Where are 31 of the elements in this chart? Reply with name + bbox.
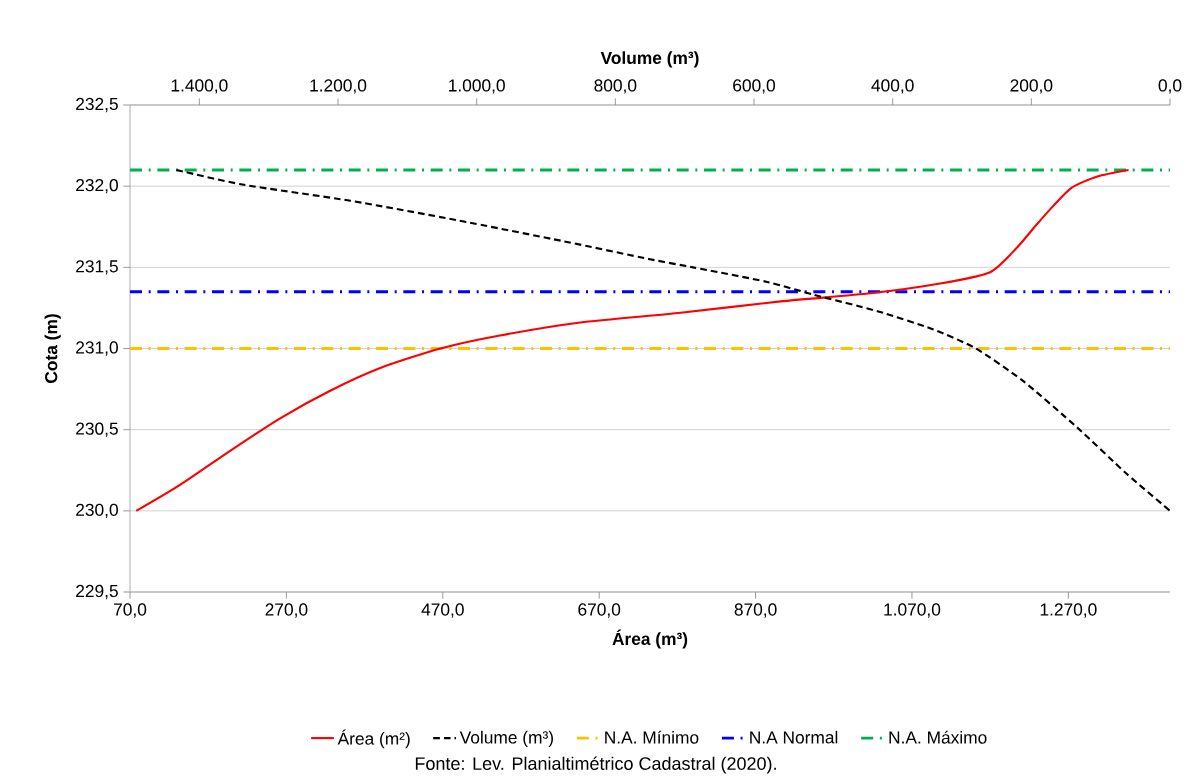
y-tick-label: 231,5 — [76, 260, 118, 275]
y-tick-label: 232,5 — [76, 97, 118, 113]
x2-tick-label: 600,0 — [733, 79, 776, 94]
x2-tick-label: 1.200,0 — [310, 79, 367, 94]
x-tick-label: 670,0 — [578, 603, 621, 618]
x-axis-title: Área (m³) — [612, 629, 688, 649]
legend-label: Volume (m³) — [459, 730, 553, 747]
x2-tick-label: 1.000,0 — [449, 79, 505, 94]
y-tick-label: 230,5 — [76, 422, 118, 437]
x-tick-label: 470,0 — [421, 603, 464, 618]
legend-label: N.A Normal — [750, 730, 838, 744]
x2-tick-label: 1.400,0 — [171, 79, 228, 94]
x2-tick-label: 800,0 — [594, 79, 637, 94]
x-tick-label: 1.270,0 — [1040, 603, 1097, 618]
x2-tick-label: 200,0 — [1010, 79, 1053, 94]
source-note: Fonte: Lev. Planialtimétrico Cadastral (2020). — [415, 756, 776, 774]
legend-label: N.A. Máximo — [889, 730, 987, 744]
x-tick-label: 1.070,0 — [884, 603, 941, 618]
x2-tick-label: 0,0 — [1158, 79, 1182, 94]
x2-axis-title: Volume (m³) — [600, 51, 699, 68]
y-axis-title: Cota (m) — [44, 314, 61, 383]
y-tick-label: 229,5 — [76, 584, 118, 600]
x-tick-label: 270,0 — [265, 603, 308, 618]
legend-label: N.A. Mínimo — [605, 730, 699, 744]
x-tick-label: 870,0 — [734, 603, 777, 618]
x2-tick-label: 400,0 — [871, 79, 914, 94]
legend-label: Área (m²) — [337, 729, 410, 749]
y-tick-label: 231,0 — [76, 341, 118, 356]
y-tick-label: 232,0 — [76, 179, 118, 194]
y-tick-label: 230,0 — [76, 503, 118, 518]
x-tick-label: 70,0 — [114, 603, 147, 618]
